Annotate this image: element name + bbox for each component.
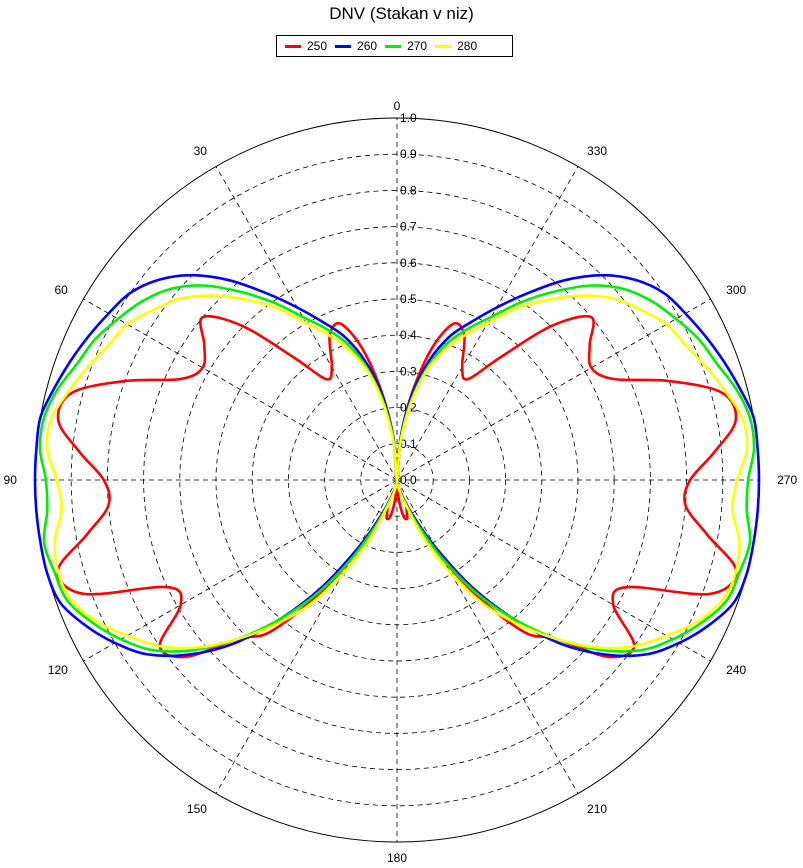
- grid-spoke: [83, 298, 398, 481]
- legend-label: 260: [357, 39, 378, 53]
- grid-spoke: [83, 479, 398, 662]
- legend-swatch: [285, 44, 301, 48]
- legend-item-260: 260: [335, 39, 377, 53]
- radial-tick-label: 1.0: [400, 111, 417, 125]
- angle-tick-label: 90: [4, 473, 18, 487]
- radial-tick-label: 0.9: [400, 147, 417, 161]
- angle-tick-label: 330: [587, 144, 607, 158]
- angle-tick-label: 240: [726, 663, 746, 677]
- angle-tick-label: 60: [54, 283, 68, 297]
- series-line-280: [45, 294, 749, 650]
- angle-tick-label: 210: [587, 802, 607, 816]
- radial-tick-label: 0.7: [400, 220, 417, 234]
- radial-tick-label: 0.4: [400, 328, 417, 342]
- legend-swatch: [435, 44, 452, 48]
- grid-spoke: [215, 479, 398, 794]
- radial-tick-label: 0.0: [400, 473, 417, 487]
- radial-tick-label: 0.8: [400, 183, 417, 197]
- legend-swatch: [335, 44, 352, 48]
- radial-tick-label: 0.5: [400, 292, 417, 306]
- legend-item-270: 270: [385, 39, 427, 53]
- grid-spoke: [396, 479, 579, 794]
- grid-spoke: [396, 298, 711, 481]
- legend-label: 250: [307, 39, 328, 53]
- radial-tick-label: 0.3: [400, 364, 417, 378]
- radial-tick-label: 0.6: [400, 256, 417, 270]
- legend-item-250: 250: [285, 39, 327, 53]
- legend-swatch: [385, 44, 402, 48]
- legend: 250 260 270 280: [276, 35, 513, 57]
- legend-item-280: 280: [435, 39, 477, 53]
- angle-tick-label: 0: [394, 99, 401, 113]
- angle-tick-label: 30: [194, 144, 208, 158]
- angle-tick-label: 180: [387, 851, 407, 865]
- angle-tick-label: 150: [187, 802, 207, 816]
- angle-tick-label: 270: [777, 473, 797, 487]
- angle-tick-label: 300: [726, 283, 746, 297]
- legend-label: 270: [407, 39, 428, 53]
- angle-tick-label: 120: [48, 663, 68, 677]
- radial-tick-label: 0.1: [400, 437, 417, 451]
- grid-spoke: [396, 479, 711, 662]
- legend-label: 280: [457, 39, 478, 53]
- chart-title: DNV (Stakan v niz): [329, 4, 474, 23]
